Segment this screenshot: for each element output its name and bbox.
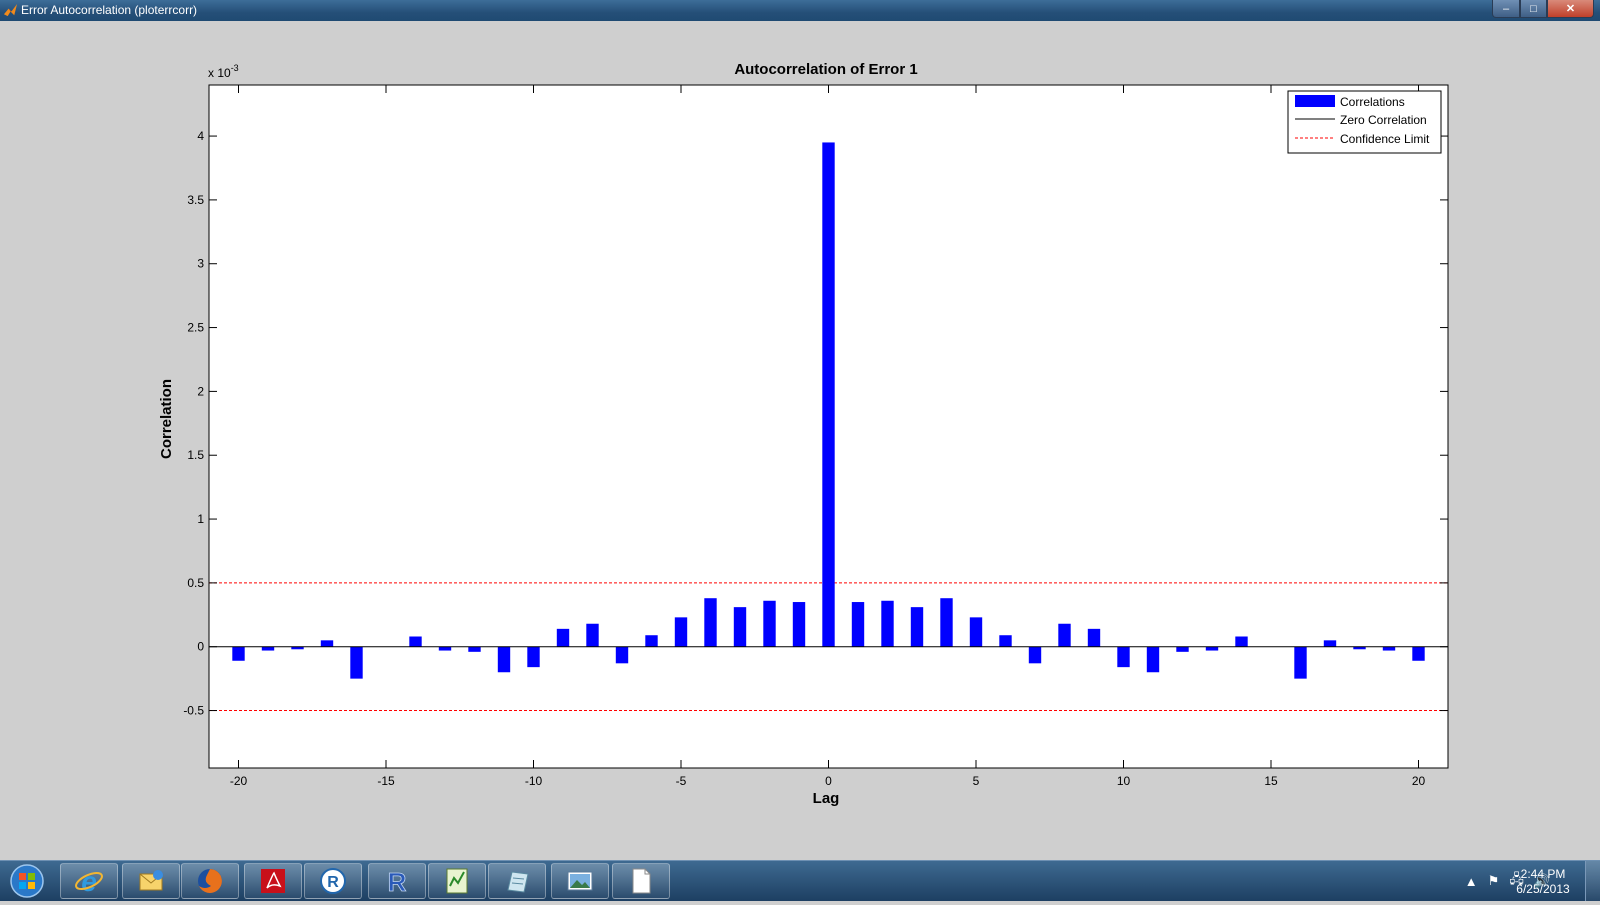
bar-lag-7 bbox=[1029, 647, 1041, 664]
y-tick-label: 2.5 bbox=[187, 321, 204, 335]
show-desktop-button[interactable] bbox=[1585, 861, 1600, 901]
figure-canvas: -20 -15 -10 -5 0 5 10 15 20 -0.5 0 0.5 1 1.5 2 2.5 3 3.5 4… bbox=[0, 21, 1600, 860]
x-tick-label: -5 bbox=[676, 774, 687, 788]
bar-lag-9 bbox=[1088, 629, 1100, 647]
y-exponent-label: x 10-3 bbox=[208, 63, 239, 80]
bar-lag--19 bbox=[262, 647, 274, 651]
bar-lag-5 bbox=[970, 617, 982, 646]
bar-lag-12 bbox=[1176, 647, 1188, 652]
svg-text:e: e bbox=[81, 866, 97, 896]
bar-lag--9 bbox=[557, 629, 569, 647]
adobe-reader-icon[interactable] bbox=[244, 863, 302, 899]
r-console-icon[interactable]: R bbox=[304, 863, 362, 899]
minimize-button[interactable]: – bbox=[1492, 0, 1520, 18]
bar-lag--1 bbox=[793, 602, 805, 647]
bar-lag--3 bbox=[734, 607, 746, 647]
y-tick-label: 1.5 bbox=[187, 448, 204, 462]
x-tick-label: 10 bbox=[1117, 774, 1131, 788]
bar-lag-13 bbox=[1206, 647, 1218, 651]
x-tick-label: 20 bbox=[1412, 774, 1426, 788]
bar-lag--20 bbox=[232, 647, 244, 661]
clock[interactable]: 2:44 PM 6/25/2013 bbox=[1508, 867, 1578, 897]
legend-label-limit: Confidence Limit bbox=[1340, 132, 1430, 146]
bar-lag--11 bbox=[498, 647, 510, 673]
bar-lag--6 bbox=[645, 635, 657, 646]
x-axis-label: Lag bbox=[813, 790, 840, 807]
bar-lag-11 bbox=[1147, 647, 1159, 673]
bar-lag-17 bbox=[1324, 640, 1336, 646]
legend-swatch-correlations bbox=[1295, 95, 1335, 107]
internet-explorer-icon[interactable]: e bbox=[60, 863, 118, 899]
bar-lag-10 bbox=[1117, 647, 1129, 667]
notepad-icon[interactable] bbox=[488, 863, 546, 899]
clock-time: 2:44 PM bbox=[1508, 867, 1578, 882]
y-tick-label: 3.5 bbox=[187, 193, 204, 207]
x-tick-label: -20 bbox=[230, 774, 248, 788]
window-title: Error Autocorrelation (ploterrcorr) bbox=[21, 3, 197, 17]
bar-lag--5 bbox=[675, 617, 687, 646]
outlook-icon[interactable] bbox=[122, 863, 180, 899]
close-button[interactable]: ✕ bbox=[1547, 0, 1594, 18]
matlab-editor-icon[interactable] bbox=[428, 863, 486, 899]
taskbar: e R R ▲ ⚑ 🖧 🔊 2:44 PM 6/25/2013 bbox=[0, 860, 1600, 901]
maximize-button[interactable]: □ bbox=[1520, 0, 1547, 18]
firefox-icon[interactable] bbox=[181, 863, 239, 899]
bar-lag--8 bbox=[586, 624, 598, 647]
y-tick-label: 3 bbox=[197, 257, 204, 271]
y-tick-label: -0.5 bbox=[183, 704, 204, 718]
x-tick-label: -10 bbox=[525, 774, 543, 788]
legend: Correlations Zero Correlation Confidence… bbox=[1288, 91, 1441, 153]
svg-text:R: R bbox=[327, 874, 339, 891]
y-tick-label: 0 bbox=[197, 640, 204, 654]
rstudio-icon[interactable]: R bbox=[368, 863, 426, 899]
bar-lag-3 bbox=[911, 607, 923, 647]
bar-lag--13 bbox=[439, 647, 451, 651]
bar-lag-1 bbox=[852, 602, 864, 647]
x-tick-label: 5 bbox=[973, 774, 980, 788]
bar-lag-8 bbox=[1058, 624, 1070, 647]
bar-lag-0 bbox=[822, 142, 834, 646]
bar-lag--16 bbox=[350, 647, 362, 679]
y-tick-label: 2 bbox=[197, 384, 204, 398]
bar-lag-6 bbox=[999, 635, 1011, 646]
y-tick-label: 4 bbox=[197, 129, 204, 143]
bar-lag--2 bbox=[763, 601, 775, 647]
autocorrelation-chart: -20 -15 -10 -5 0 5 10 15 20 -0.5 0 0.5 1 1.5 2 2.5 3 3.5 4… bbox=[0, 21, 1600, 860]
bar-lag-16 bbox=[1294, 647, 1306, 679]
bar-lag--14 bbox=[409, 637, 421, 647]
action-center-flag-icon[interactable]: ⚑ bbox=[1488, 873, 1500, 889]
x-tick-label: 15 bbox=[1264, 774, 1278, 788]
x-tick-label: 0 bbox=[825, 774, 832, 788]
matlab-icon bbox=[3, 3, 18, 18]
bar-lag--4 bbox=[704, 598, 716, 647]
image-viewer-icon[interactable] bbox=[551, 863, 609, 899]
bar-lag--12 bbox=[468, 647, 480, 652]
bar-lag--10 bbox=[527, 647, 539, 667]
clock-date: 6/25/2013 bbox=[1508, 882, 1578, 897]
window-title-bar[interactable]: Error Autocorrelation (ploterrcorr) – □ … bbox=[0, 0, 1600, 21]
bar-lag-4 bbox=[940, 598, 952, 647]
x-tick-label: -15 bbox=[377, 774, 395, 788]
start-orb-icon[interactable] bbox=[4, 862, 50, 900]
y-tick-label: 0.5 bbox=[187, 576, 204, 590]
bar-lag-19 bbox=[1383, 647, 1395, 651]
blank-document-icon[interactable] bbox=[612, 863, 670, 899]
legend-label-zero: Zero Correlation bbox=[1340, 113, 1427, 127]
bar-lag-14 bbox=[1235, 637, 1247, 647]
y-axis-label: Correlation bbox=[158, 379, 175, 459]
bar-lag--17 bbox=[321, 640, 333, 646]
bar-lag-2 bbox=[881, 601, 893, 647]
y-tick-label: 1 bbox=[197, 512, 204, 526]
bar-lag--7 bbox=[616, 647, 628, 664]
legend-label-correlations: Correlations bbox=[1340, 95, 1405, 109]
chart-title: Autocorrelation of Error 1 bbox=[734, 61, 917, 78]
show-hidden-icons-icon[interactable]: ▲ bbox=[1465, 874, 1478, 889]
bar-lag-20 bbox=[1412, 647, 1424, 661]
svg-text:R: R bbox=[388, 867, 407, 896]
